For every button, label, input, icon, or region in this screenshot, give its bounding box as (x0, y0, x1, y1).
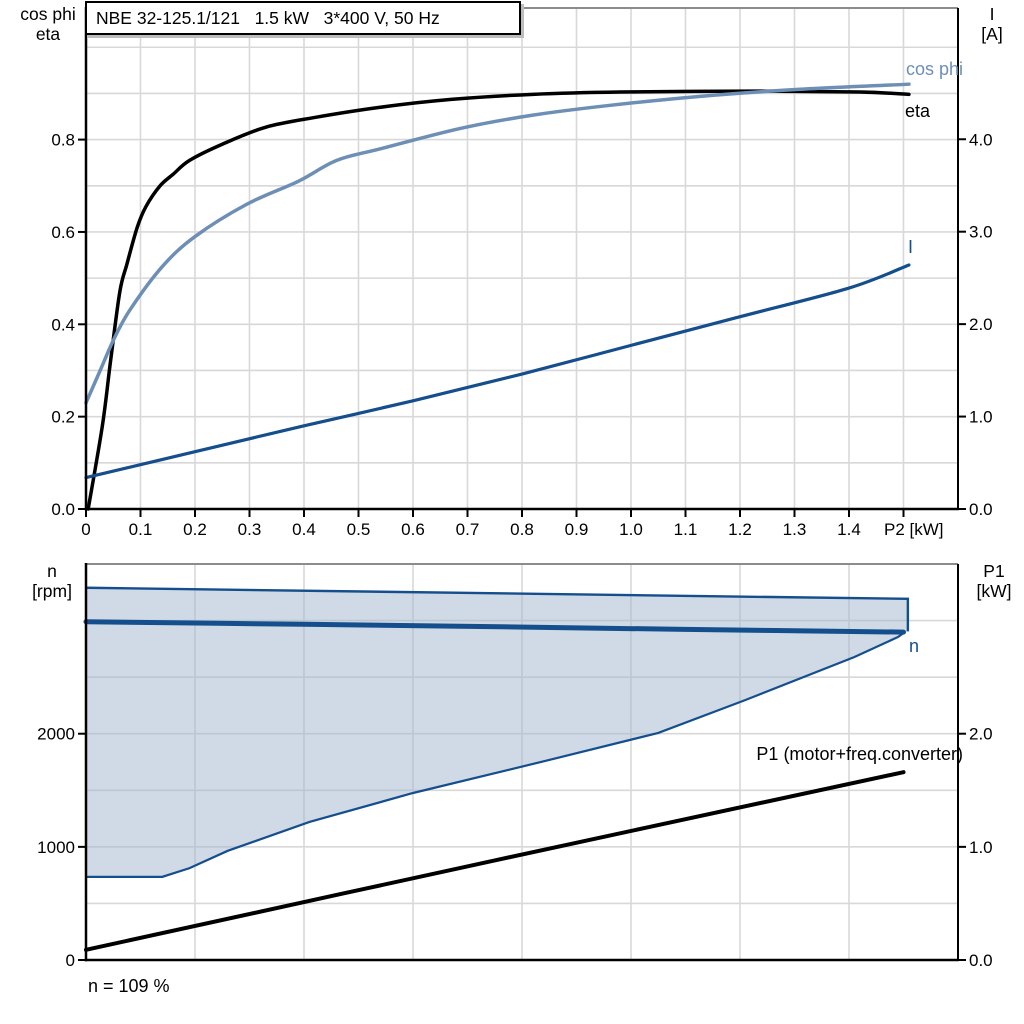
bottom-left-axis-title-line1: n (47, 561, 57, 581)
bottom-left-axis-title-line2: [rpm] (32, 581, 72, 601)
left-axis-tick-label: 0.4 (51, 315, 75, 334)
i-curve (84, 263, 911, 480)
x-tick-label: 0.9 (565, 520, 589, 539)
right-axis-tick-label: 4.0 (969, 130, 993, 149)
x-tick-label: 1.0 (619, 520, 643, 539)
x-tick-label: 1.1 (674, 520, 698, 539)
x-tick-label: 0.5 (347, 520, 371, 539)
operating-area (86, 587, 908, 877)
top-left-axis-title-line2: eta (35, 24, 61, 44)
x-tick-label: 0.3 (238, 520, 262, 539)
right-axis-tick-label: 2.0 (969, 725, 993, 744)
x-tick-label: 0.6 (401, 520, 425, 539)
gridlines (86, 8, 958, 509)
x-tick-label: 0.1 (129, 520, 153, 539)
x-axis-unit-label: P2 [kW] (884, 520, 944, 539)
top-chart: 0 0.1 0.2 0.3 0.4 0.5 0.6 0.7 0.8 0.9 1.0 1.1 1.2 1.3… (51, 7, 993, 539)
left-axis-tick-label: 0.0 (51, 500, 75, 519)
left-axis-tick-label: 0.2 (51, 408, 75, 427)
left-axis-tick-label: 0 (66, 951, 75, 970)
x-tick-label: 1.4 (837, 520, 861, 539)
top-right-axis-title-line1: I (989, 4, 995, 24)
x-tick-label: 1.3 (783, 520, 807, 539)
right-axis-tick-label: 0.0 (969, 951, 993, 970)
current-curve-label: I (908, 237, 914, 257)
bottom-right-axis-title: P1 [kW] (966, 561, 1022, 601)
right-axis-tick-label: 2.0 (969, 315, 993, 334)
x-tick-label: 0 (81, 520, 90, 539)
cos-phi-curve-label: cos phi (905, 59, 963, 79)
right-axis-tick-label: 0.0 (969, 500, 993, 519)
bottom-right-axis-title-line1: P1 (983, 561, 1005, 581)
top-left-axis-title-line1: cos phi (20, 4, 76, 24)
x-tick-label: 0.8 (510, 520, 534, 539)
eta-curve (86, 89, 911, 511)
p1-motor-freq-converter--curve (84, 770, 906, 952)
bottom-left-axis-title: n [rpm] (18, 561, 86, 601)
top-left-axis-title: cos phi eta (12, 4, 84, 44)
x-tick-label: 1.2 (728, 520, 752, 539)
operating-area-upper-boundary (85, 586, 910, 632)
cos-phi-curve (84, 82, 911, 405)
left-axis-tick-label: 0.6 (51, 223, 75, 242)
x-tick-label: 0.2 (183, 520, 207, 539)
left-axis-tick-label: 2000 (37, 725, 75, 744)
left-axis-tick-label: 0.8 (51, 131, 75, 150)
speed-percentage-note: n = 109 % (88, 976, 170, 996)
right-axis-tick-label: 1.0 (969, 408, 993, 427)
operating-area-lower-boundary (86, 630, 906, 878)
x-tick-label: 0.4 (292, 520, 316, 539)
n-curve (83, 619, 906, 635)
x-tick-label: 0.7 (456, 520, 480, 539)
chart-title-box: NBE 32-125.1/121 1.5 kW 3*400 V, 50 Hz (85, 1, 521, 35)
right-axis-tick-label: 1.0 (969, 838, 993, 857)
chart-title: NBE 32-125.1/121 1.5 kW 3*400 V, 50 Hz (96, 8, 440, 28)
left-axis-tick-label: 1000 (37, 838, 75, 857)
top-right-axis-title: I [A] (968, 4, 1016, 44)
top-right-axis-title-line2: [A] (981, 24, 1003, 44)
bottom-right-axis-title-line2: [kW] (976, 581, 1012, 601)
eta-curve-label: eta (905, 101, 931, 121)
bottom-chart: 0 1000 2000 0.0 1.0 2.0 (37, 563, 993, 970)
p1-curve-label: P1 (motor+freq.converter) (756, 744, 963, 764)
right-axis-tick-label: 3.0 (969, 223, 993, 242)
speed-curve-label: n (909, 636, 920, 656)
